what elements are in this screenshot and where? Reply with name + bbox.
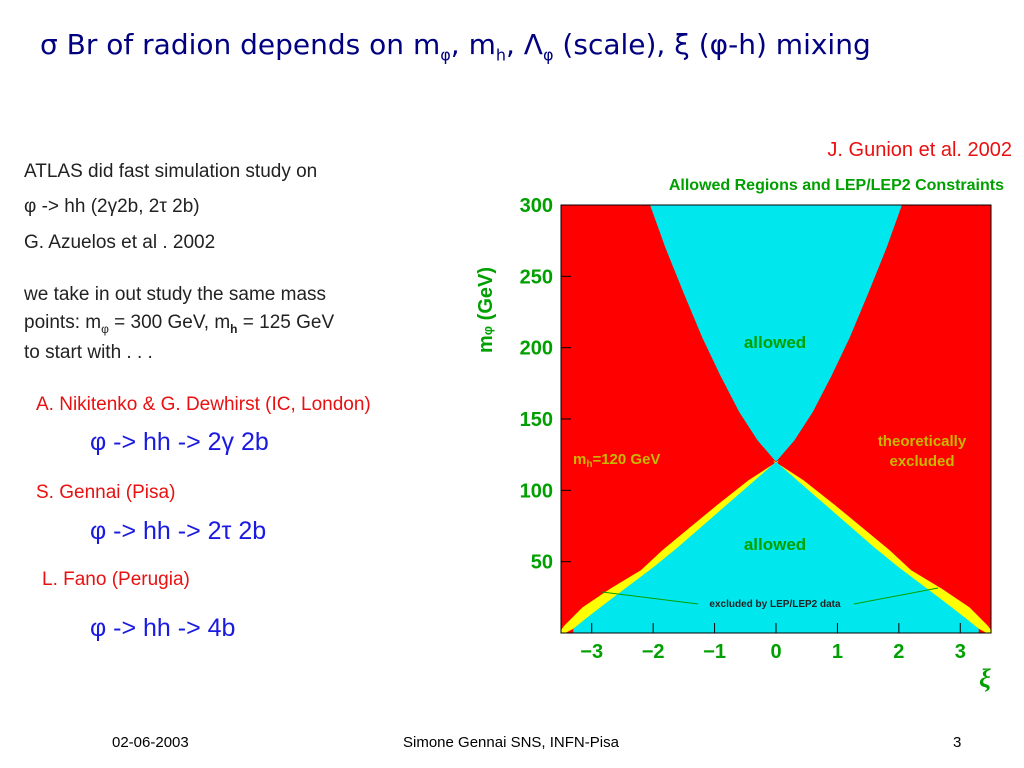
annotation-allowed-upper: allowed: [744, 333, 806, 352]
group-authors-3: L. Fano (Perugia): [42, 569, 190, 590]
intro-line-5: points: mφ = 300 GeV, mh = 125 GeV: [24, 312, 335, 336]
intro-line-2: φ -> hh (2γ2b, 2τ 2b): [24, 196, 200, 217]
lep-arrow-left: [601, 591, 699, 605]
x-tick-label: −2: [642, 641, 665, 663]
annotation-excluded-2: excluded: [889, 453, 954, 470]
x-tick-label: 1: [832, 641, 843, 663]
annotation-lep: excluded by LEP/LEP2 data: [709, 599, 841, 610]
footer-page-number: 3: [953, 734, 962, 751]
y-axis-label: mφ (GeV): [475, 267, 497, 353]
lep-excluded-bands: [561, 460, 991, 633]
chart-title: Allowed Regions and LEP/LEP2 Constraints: [669, 177, 1004, 194]
allowed-region-upper: [650, 205, 902, 462]
group-authors-2: S. Gennai (Pisa): [36, 482, 176, 503]
chart-credit: J. Gunion et al. 2002: [827, 139, 1012, 161]
x-axis: −3 −2 −1 0 1 2 3: [580, 623, 966, 663]
y-tick-label: 150: [520, 409, 553, 431]
y-tick-label: 250: [520, 266, 553, 288]
x-tick-label: 3: [955, 641, 966, 663]
intro-line-1: ATLAS did fast simulation study on: [24, 161, 318, 182]
x-tick-label: −1: [703, 641, 726, 663]
footer-author: Simone Gennai SNS, INFN-Pisa: [403, 734, 619, 751]
x-tick-label: −3: [580, 641, 603, 663]
slide-title: σ Br of radion depends on mφ, mh, Λφ (sc…: [40, 28, 871, 65]
y-axis: 50 100 150 200 250 300: [520, 195, 571, 574]
group-channel-2: φ -> hh -> 2τ 2b: [90, 517, 267, 545]
x-axis-label: ξ: [979, 664, 991, 693]
intro-line-6: to start with . . .: [24, 342, 153, 363]
group-authors-1: A. Nikitenko & G. Dewhirst (IC, London): [36, 394, 371, 415]
footer-date: 02-06-2003: [112, 734, 189, 751]
intro-line-3: G. Azuelos et al . 2002: [24, 232, 216, 253]
intro-line-4: we take in out study the same mass: [24, 284, 327, 305]
y-tick-label: 100: [520, 480, 553, 502]
annotation-allowed-lower: allowed: [744, 535, 806, 554]
allowed-region-lower: [573, 461, 979, 633]
allowed-regions-chart: J. Gunion et al. 2002 Allowed Regions an…: [475, 139, 1012, 693]
x-tick-label: 0: [770, 641, 781, 663]
x-tick-label: 2: [893, 641, 904, 663]
annotation-mh: mh=120 GeV: [573, 451, 660, 470]
y-tick-label: 200: [520, 338, 553, 360]
group-channel-1: φ -> hh -> 2γ 2b: [90, 428, 269, 456]
y-tick-label: 300: [520, 195, 553, 217]
lep-band-left: [561, 460, 780, 633]
y-tick-label: 50: [531, 552, 553, 574]
group-channel-3: φ -> hh -> 4b: [90, 614, 236, 642]
lep-arrow-right: [853, 587, 939, 605]
annotation-excluded-1: theoretically: [878, 433, 967, 450]
lep-band-right: [772, 460, 991, 633]
